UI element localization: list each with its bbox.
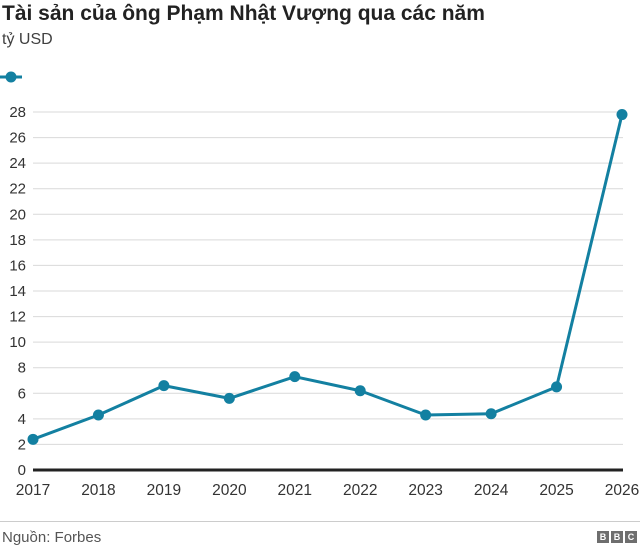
x-tick-label: 2026 (605, 482, 639, 499)
y-tick-label: 8 (18, 360, 26, 377)
y-tick-label: 0 (18, 462, 26, 479)
source-label: Nguồn: Forbes (2, 528, 102, 546)
y-tick-label: 24 (9, 155, 26, 172)
y-tick-label: 28 (9, 104, 26, 121)
x-tick-label: 2022 (343, 482, 377, 499)
x-tick-label: 2018 (81, 482, 115, 499)
x-tick-label: 2024 (474, 482, 509, 499)
x-tick-label: 2025 (539, 482, 573, 499)
data-point (158, 380, 170, 392)
y-tick-label: 16 (9, 257, 26, 274)
data-point (27, 433, 39, 445)
y-tick-label: 4 (18, 411, 26, 428)
x-tick-label: 2023 (408, 482, 442, 499)
x-tick-label: 2021 (278, 482, 312, 499)
data-point (223, 392, 235, 404)
bbc-logo-block: B (611, 531, 623, 543)
bbc-logo-block: C (625, 531, 637, 543)
data-point (92, 409, 104, 421)
x-tick-label: 2017 (16, 482, 50, 499)
y-tick-label: 20 (9, 206, 26, 223)
chart-subtitle: tỷ USD (2, 31, 53, 48)
data-point (420, 409, 432, 421)
data-point (289, 371, 301, 383)
y-tick-label: 26 (9, 130, 26, 147)
chart-title: Tài sản của ông Phạm Nhật Vượng qua các … (2, 2, 485, 25)
y-tick-label: 18 (9, 232, 26, 249)
y-tick-label: 6 (18, 385, 26, 402)
line-series (31, 113, 624, 441)
y-tick-label: 12 (9, 309, 26, 326)
y-tick-label: 2 (18, 436, 26, 453)
x-tick-label: 2019 (147, 482, 181, 499)
y-tick-label: 22 (9, 181, 26, 198)
x-tick-label: 2020 (212, 482, 247, 499)
data-point (354, 385, 366, 397)
bbc-logo-block: B (597, 531, 609, 543)
y-tick-label: 14 (9, 283, 26, 300)
line-marker-icon (0, 71, 22, 83)
data-point (616, 109, 628, 121)
data-point (485, 408, 497, 420)
y-tick-label: 10 (9, 334, 26, 351)
data-point (551, 381, 563, 393)
legend (0, 69, 40, 85)
